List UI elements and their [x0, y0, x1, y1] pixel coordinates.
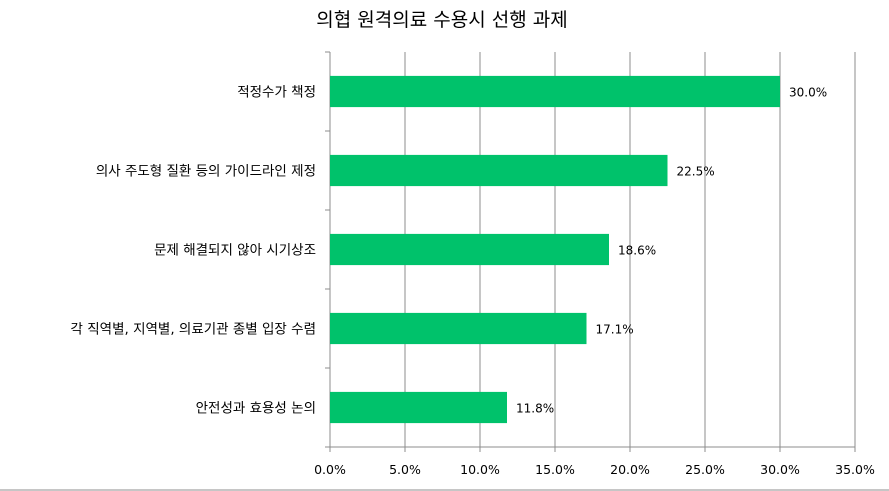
x-tick-label: 0.0%: [314, 462, 346, 477]
x-tick-label: 10.0%: [460, 462, 500, 477]
x-tick-label: 20.0%: [610, 462, 650, 477]
x-tick-label: 15.0%: [535, 462, 575, 477]
bar: [330, 391, 507, 424]
data-label: 22.5%: [677, 165, 715, 179]
bar: [330, 312, 587, 345]
category-label: 안전성과 효용성 논의: [196, 401, 316, 417]
bar: [330, 233, 609, 266]
bars: [330, 75, 780, 424]
x-tick-label: 35.0%: [835, 462, 875, 477]
x-tick-label: 25.0%: [685, 462, 725, 477]
data-label: 11.8%: [516, 402, 554, 416]
category-label: 각 직역별, 지역별, 의료기관 종별 입장 수렴: [71, 322, 316, 338]
category-label: 의사 주도형 질환 등의 가이드라인 제정: [96, 164, 316, 180]
data-label: 30.0%: [789, 86, 827, 100]
category-label: 문제 해결되지 않아 시기상조: [154, 243, 316, 259]
data-label: 17.1%: [596, 323, 634, 337]
bar: [330, 75, 780, 108]
data-labels: 30.0% 22.5% 18.6% 17.1% 11.8%: [516, 86, 827, 416]
category-label: 적정수가 책정: [237, 85, 316, 101]
x-tick-labels: 0.0% 5.0% 10.0% 15.0% 20.0% 25.0% 30.0% 35.0%: [314, 462, 875, 477]
chart-title: 의협 원격의료 수용시 선행 과제: [316, 9, 567, 31]
x-tick-label: 5.0%: [389, 462, 421, 477]
data-label: 18.6%: [618, 244, 656, 258]
x-tick-label: 30.0%: [760, 462, 800, 477]
gridlines: [325, 51, 856, 452]
bar: [330, 154, 668, 187]
